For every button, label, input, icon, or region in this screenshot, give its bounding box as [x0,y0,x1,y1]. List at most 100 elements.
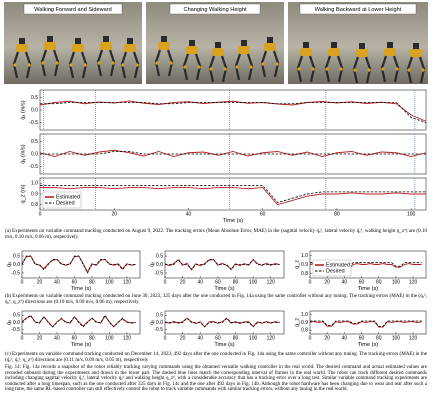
y-tick-label: 0.0 [156,262,163,268]
y-tick-label: 1.0 [301,312,308,318]
x-tick-label: 20 [324,279,330,285]
x-tick-label: 0 [21,279,24,285]
x-tick-label: 40 [186,211,192,217]
y-tick-label: 0.5 [13,253,20,259]
x-axis-label: Time (s) [358,286,378,292]
x-tick-label: 60 [260,211,266,217]
x-tick-label: 40 [197,335,203,341]
y-tick-label: 0.5 [13,313,20,319]
x-tick-label: 20 [180,279,186,285]
series-line [310,262,422,270]
y-tick-label: 0.0 [31,107,38,113]
x-axis-label: Time (s) [223,218,243,224]
y-tick-label: 0.9 [301,320,308,326]
x-tick-label: 80 [334,211,340,217]
y-tick-label: 0.5 [156,313,163,319]
series-line [310,320,422,327]
caption: (b) Experiments on variable command trac… [5,293,427,305]
x-axis-label: Time (s) [358,342,378,348]
plot-area [21,250,141,279]
x-tick-label: 80 [376,279,382,285]
y-tick-label: -0.5 [29,120,38,126]
x-tick-label: 100 [407,211,416,217]
x-tick-label: 120 [123,279,132,285]
x-tick-label: 20 [37,279,43,285]
y-axis-label: q̇ₓ [6,262,12,267]
series-line [40,102,427,123]
figure-caption: Fig. 14: Fig. 14a records a snapshot of … [5,365,427,392]
x-tick-label: 0 [21,335,24,341]
series-line [40,151,426,155]
y-tick-label: 1.0 [301,253,308,259]
y-tick-label: -0.5 [29,164,38,170]
x-axis-label: Time (s) [71,286,91,292]
x-tick-label: 80 [89,279,95,285]
legend-box [312,259,352,277]
y-tick-label: 0.5 [31,139,38,145]
photo-label: Changing Walking Height [184,7,247,13]
plot-area [39,89,427,131]
chart: -0.50.00.5 0 20 40 60 80 100 120 Time (s) q̇ₓ [6,310,141,348]
chart: 0.80.9 1.0 0 20 40 60 80 100 120 Time (s) q_z [294,310,427,348]
y-tick-label: 0.0 [13,320,20,326]
x-tick-label: 60 [215,335,221,341]
series-line [21,255,136,274]
y-tick-label: 0.9 [31,191,38,197]
y-axis-label: q̇ₓ (m/s) [20,100,26,119]
y-tick-label: -0.5 [154,270,163,276]
chart: -0.5 0.0 0.5 q̇ₓ (m/s) [20,89,427,131]
photo [4,2,142,84]
y-axis-label: q̇ᵧ (m/s) [20,144,26,163]
x-axis-label: Time (s) [71,342,91,348]
legend-label: Desired [56,200,75,206]
y-tick-label: 0.8 [301,327,308,333]
x-tick-label: 0 [164,279,167,285]
series-line [310,321,422,328]
x-tick-label: 120 [409,335,418,341]
x-tick-label: 20 [324,335,330,341]
y-tick-label: 0.0 [31,151,38,157]
series-line [164,258,280,271]
y-tick-label: -0.5 [154,327,163,333]
x-tick-label: 60 [215,279,221,285]
photo-label: Walking Forward and Sideward [34,7,112,13]
x-tick-label: 100 [105,335,114,341]
y-axis-label: q̇ᵧ [149,320,155,325]
x-tick-label: 100 [392,279,401,285]
series-line [165,317,280,328]
x-tick-label: 20 [111,211,117,217]
y-axis-label: q̇ᵧ [149,262,155,267]
x-tick-label: 100 [105,279,114,285]
legend-box [42,191,82,209]
caption: (a) Experiments on variable command trac… [5,228,427,240]
series-line [21,314,136,328]
x-tick-label: 60 [359,335,365,341]
x-tick-label: 120 [123,335,132,341]
y-axis-label: q_z [294,260,300,269]
chart: 0.8 0.9 1.0 0 20 40 60 80 100 Time (s) q_z (m) Esti… [20,177,427,224]
x-tick-label: 120 [267,279,276,285]
legend-label: Estimated [56,194,80,200]
x-tick-label: 60 [72,335,78,341]
x-tick-label: 60 [359,279,365,285]
y-axis-label: q̇ₓ [6,320,12,325]
photo-label: Walking Backward at Lower Height [315,7,402,13]
y-tick-label: 1.0 [31,181,38,187]
x-tick-label: 80 [233,279,239,285]
x-tick-label: 80 [233,335,239,341]
chart: -0.5 0.0 0.5 q̇ᵧ (m/s) [20,133,427,175]
legend-label: Desired [326,268,345,274]
series-line [40,185,426,203]
x-tick-label: 100 [392,335,401,341]
y-tick-label: 0.0 [156,320,163,326]
y-axis-label: q_z (m) [20,184,26,203]
y-tick-label: 0.8 [301,271,308,277]
x-tick-label: 0 [309,279,312,285]
x-tick-label: 40 [342,335,348,341]
x-tick-label: 40 [54,279,60,285]
x-axis-label: Time (s) [214,342,234,348]
x-tick-label: 40 [54,335,60,341]
caption: (c) Experiments on variable command trac… [5,351,427,363]
